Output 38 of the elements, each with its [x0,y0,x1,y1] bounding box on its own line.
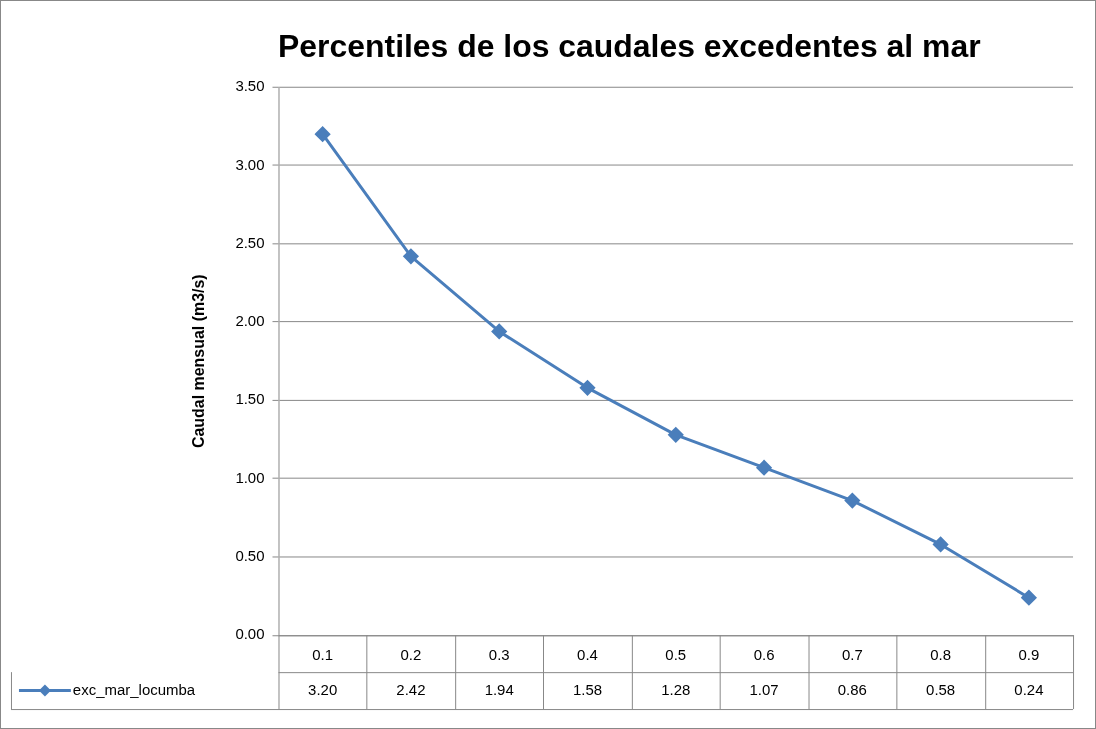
y-tick-label: 2.00 [235,312,265,330]
y-tick-label: 1.00 [235,468,265,486]
point [1021,590,1037,606]
y-tick-label: 0.50 [235,547,265,565]
y-tick-label: 3.00 [235,155,265,173]
chart-title: Percentiles de los caudales excedentes al mar [278,27,981,64]
point [668,427,684,443]
point [579,380,595,396]
data-label: 1.58 [572,680,603,698]
data-label: 0.24 [1014,680,1044,698]
x-tick-label: 0.8 [930,646,952,664]
data-label: 1.94 [484,680,514,698]
point [933,536,949,552]
y-tick-label: 3.50 [235,77,265,95]
x-tick-label: 0.4 [577,646,598,664]
y-axis-title: Caudal mensual (m3/s) [189,274,207,449]
x-tick-label: 0.9 [1018,646,1040,664]
legend-label: exc_mar_locumba [72,680,196,698]
data-label: 1.07 [749,680,779,698]
data-label: 2.42 [396,680,426,698]
point [844,493,860,509]
x-tick-label: 0.5 [665,646,687,664]
x-tick-label: 0.3 [488,646,510,664]
x-tick-label: 0.7 [841,646,863,664]
point [403,248,419,264]
point [491,323,507,339]
point [315,126,331,142]
data-label: 0.86 [837,680,867,698]
x-tick-label: 0.2 [400,646,422,664]
y-tick-label: 0.00 [235,625,265,643]
y-tick-label: 1.50 [235,390,265,408]
point [756,460,772,476]
data-label: 3.20 [308,680,338,698]
data-label: 0.58 [926,680,956,698]
y-tick-label: 2.50 [235,233,265,251]
x-tick-label: 0.1 [312,646,334,664]
x-tick-label: 0.6 [753,646,775,664]
data-label: 1.28 [661,680,691,698]
